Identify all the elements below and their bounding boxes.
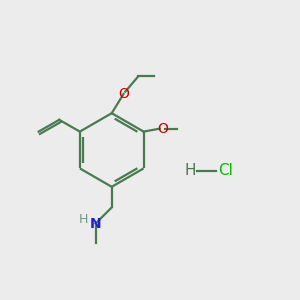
Text: O: O <box>118 87 129 101</box>
Text: H: H <box>79 213 88 226</box>
Text: O: O <box>157 122 168 136</box>
Text: N: N <box>90 217 101 231</box>
Text: Cl: Cl <box>218 163 232 178</box>
Text: H: H <box>184 163 196 178</box>
